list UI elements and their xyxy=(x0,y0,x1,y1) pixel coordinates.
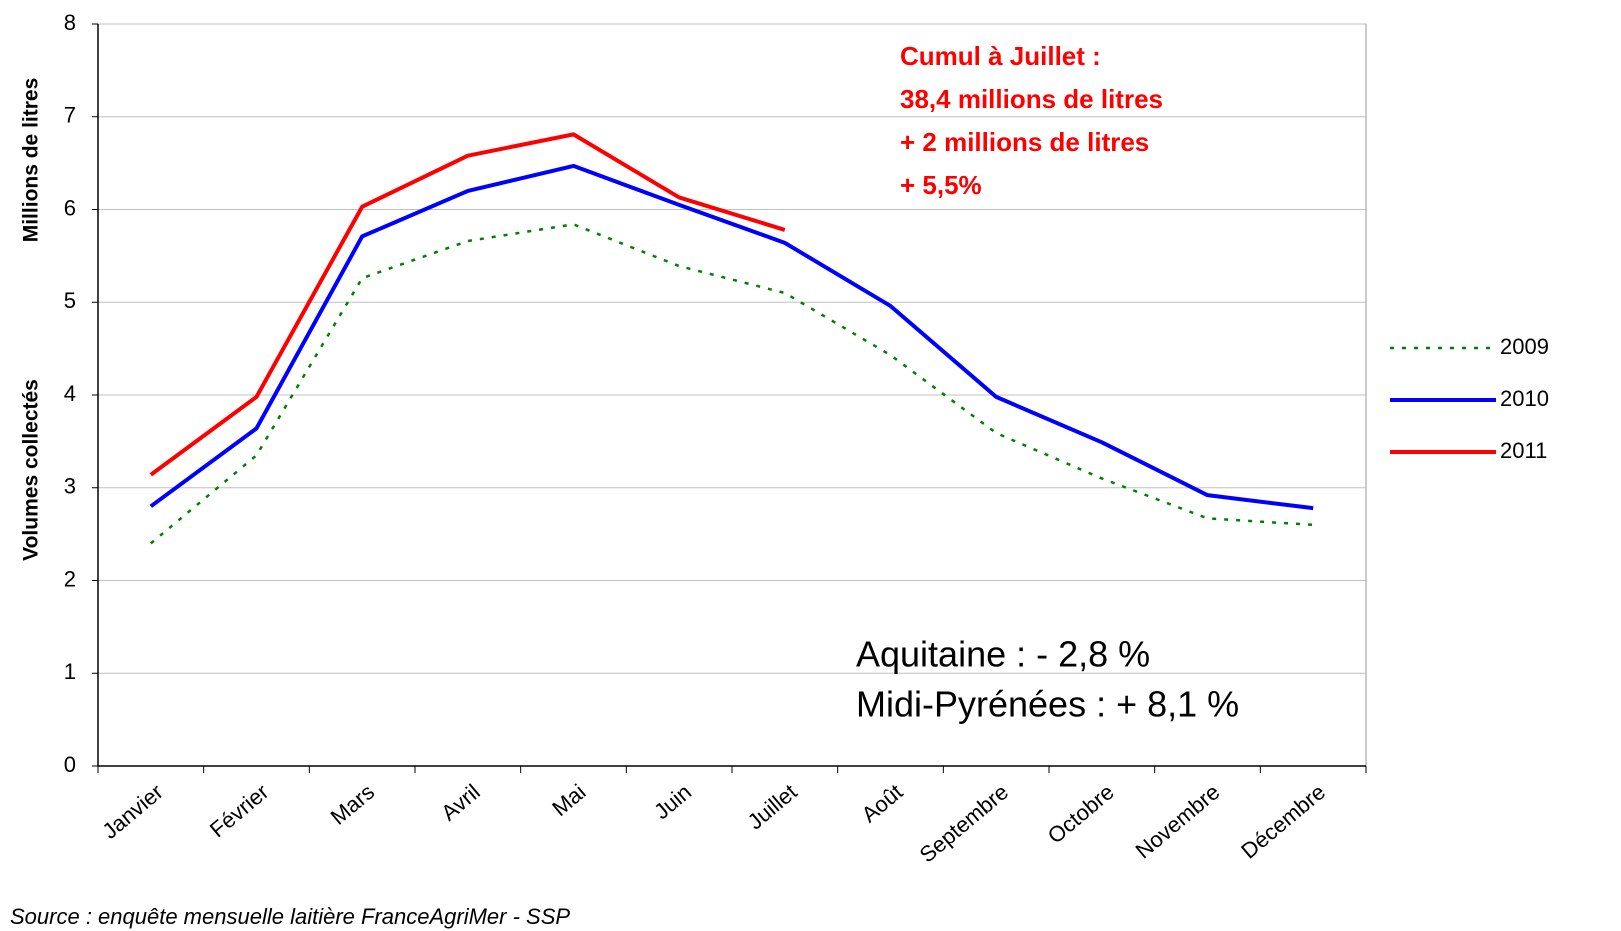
annotation: + 2 millions de litres xyxy=(900,127,1149,157)
y-tick-label: 0 xyxy=(64,752,76,777)
annotation: + 5,5% xyxy=(900,170,982,200)
x-tick-label: Février xyxy=(205,779,274,842)
x-tick-label: Mars xyxy=(326,779,380,830)
y-tick-label: 4 xyxy=(64,381,76,406)
y-tick-label: 2 xyxy=(64,566,76,591)
y-tick-label: 8 xyxy=(64,10,76,35)
x-tick-label: Décembre xyxy=(1236,779,1330,863)
source: Source : enquête mensuelle laitière Fran… xyxy=(10,904,570,929)
y-axis-title: Millions de litres xyxy=(20,78,43,243)
legend-label: 2010 xyxy=(1500,386,1549,411)
x-tick-label: Novembre xyxy=(1131,779,1225,863)
y-axis-title: Volumes collectés xyxy=(20,379,43,561)
y-tick-label: 1 xyxy=(64,659,76,684)
x-tick-label: Juillet xyxy=(743,779,802,834)
x-tick-label: Janvier xyxy=(97,779,167,844)
annotation: Midi-Pyrénées : + 8,1 % xyxy=(856,684,1239,725)
y-tick-label: 5 xyxy=(64,288,76,313)
line-series xyxy=(149,132,786,477)
y-tick-label: 6 xyxy=(64,195,76,220)
annotation: 38,4 millions de litres xyxy=(900,84,1163,114)
legend-label: 2011 xyxy=(1500,438,1547,463)
annotation: Aquitaine : - 2,8 % xyxy=(856,634,1150,675)
x-tick-label: Mai xyxy=(547,779,590,821)
x-tick-label: Avril xyxy=(436,779,485,825)
x-tick-label: Juin xyxy=(649,779,696,824)
legend-label: 2009 xyxy=(1500,334,1549,359)
annotation: Cumul à Juillet : xyxy=(900,41,1101,71)
y-tick-label: 7 xyxy=(64,103,76,128)
line-series xyxy=(149,163,1314,511)
x-tick-label: Octobre xyxy=(1043,779,1119,848)
x-tick-label: Août xyxy=(857,779,908,827)
y-tick-label: 3 xyxy=(64,474,76,499)
x-tick-label: Septembre xyxy=(915,779,1014,867)
